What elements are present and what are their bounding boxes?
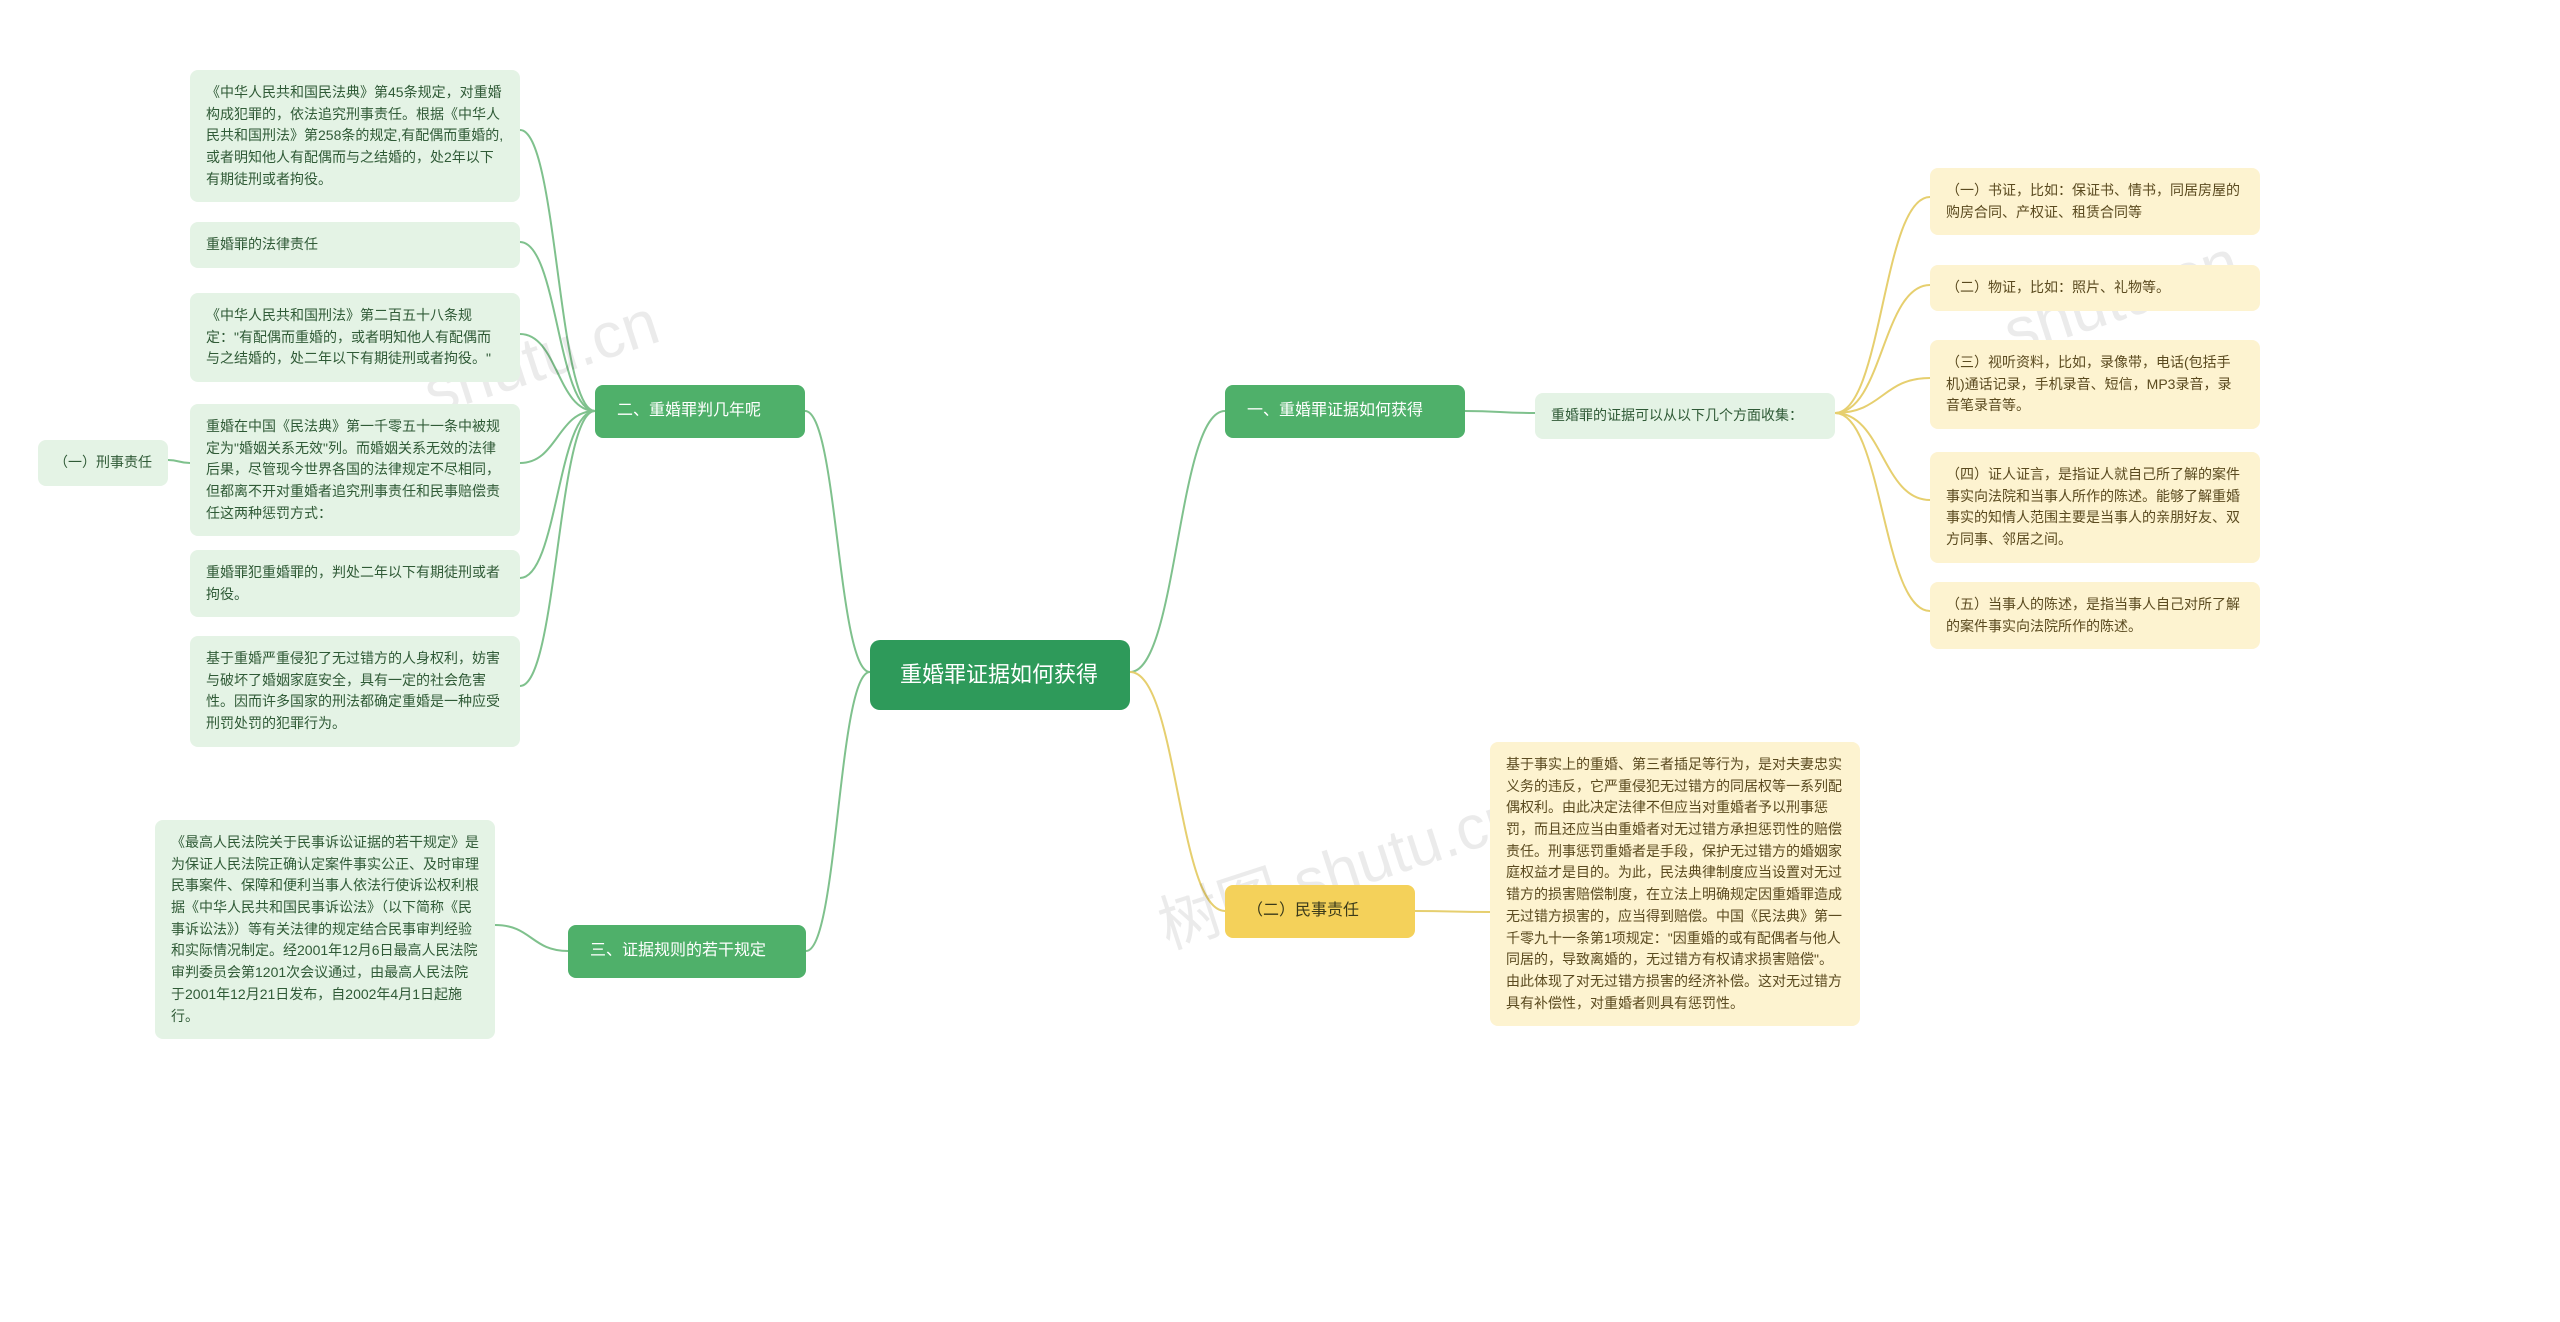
branch-3-leaf-4: 重婚罪犯重婚罪的，判处二年以下有期徒刑或者拘役。 xyxy=(190,550,520,617)
branch-3-leaf-0: 《中华人民共和国民法典》第45条规定，对重婚构成犯罪的，依法追究刑事责任。根据《… xyxy=(190,70,520,202)
branch-1-leaf-4: （五）当事人的陈述，是指当事人自己对所了解的案件事实向法院所作的陈述。 xyxy=(1930,582,2260,649)
branch-1-leaf-0: （一）书证，比如：保证书、情书，同居房屋的购房合同、产权证、租赁合同等 xyxy=(1930,168,2260,235)
branch-3-leaf-3: 重婚在中国《民法典》第一千零五十一条中被规定为"婚姻关系无效"列。而婚姻关系无效… xyxy=(190,404,520,536)
branch-3-leaf-5: 基于重婚严重侵犯了无过错方的人身权利，妨害与破坏了婚姻家庭安全，具有一定的社会危… xyxy=(190,636,520,747)
branch-3-leaf-1: 重婚罪的法律责任 xyxy=(190,222,520,268)
branch-4-leaf-0: 《最高人民法院关于民事诉讼证据的若干规定》是为保证人民法院正确认定案件事实公正、… xyxy=(155,820,495,1039)
root-node[interactable]: 重婚罪证据如何获得 xyxy=(870,640,1130,710)
branch-1-leaf-3: （四）证人证言，是指证人就自己所了解的案件事实向法院和当事人所作的陈述。能够了解… xyxy=(1930,452,2260,563)
branch-1-leaf-1: （二）物证，比如：照片、礼物等。 xyxy=(1930,265,2260,311)
branch-1-leaf-2: （三）视听资料，比如，录像带，电话(包括手机)通话记录，手机录音、短信，MP3录… xyxy=(1930,340,2260,429)
branch-3-leaf-2: 《中华人民共和国刑法》第二百五十八条规定："有配偶而重婚的，或者明知他人有配偶而… xyxy=(190,293,520,382)
branch-3-sub: （一）刑事责任 xyxy=(38,440,168,486)
branch-2-leaf-0: 基于事实上的重婚、第三者插足等行为，是对夫妻忠实义务的违反，它严重侵犯无过错方的… xyxy=(1490,742,1860,1026)
branch-4-header[interactable]: 三、证据规则的若干规定 xyxy=(568,925,806,978)
branch-3-header[interactable]: 二、重婚罪判几年呢 xyxy=(595,385,805,438)
branch-2-header[interactable]: （二）民事责任 xyxy=(1225,885,1415,938)
branch-1-sub: 重婚罪的证据可以从以下几个方面收集： xyxy=(1535,393,1835,439)
branch-1-header[interactable]: 一、重婚罪证据如何获得 xyxy=(1225,385,1465,438)
